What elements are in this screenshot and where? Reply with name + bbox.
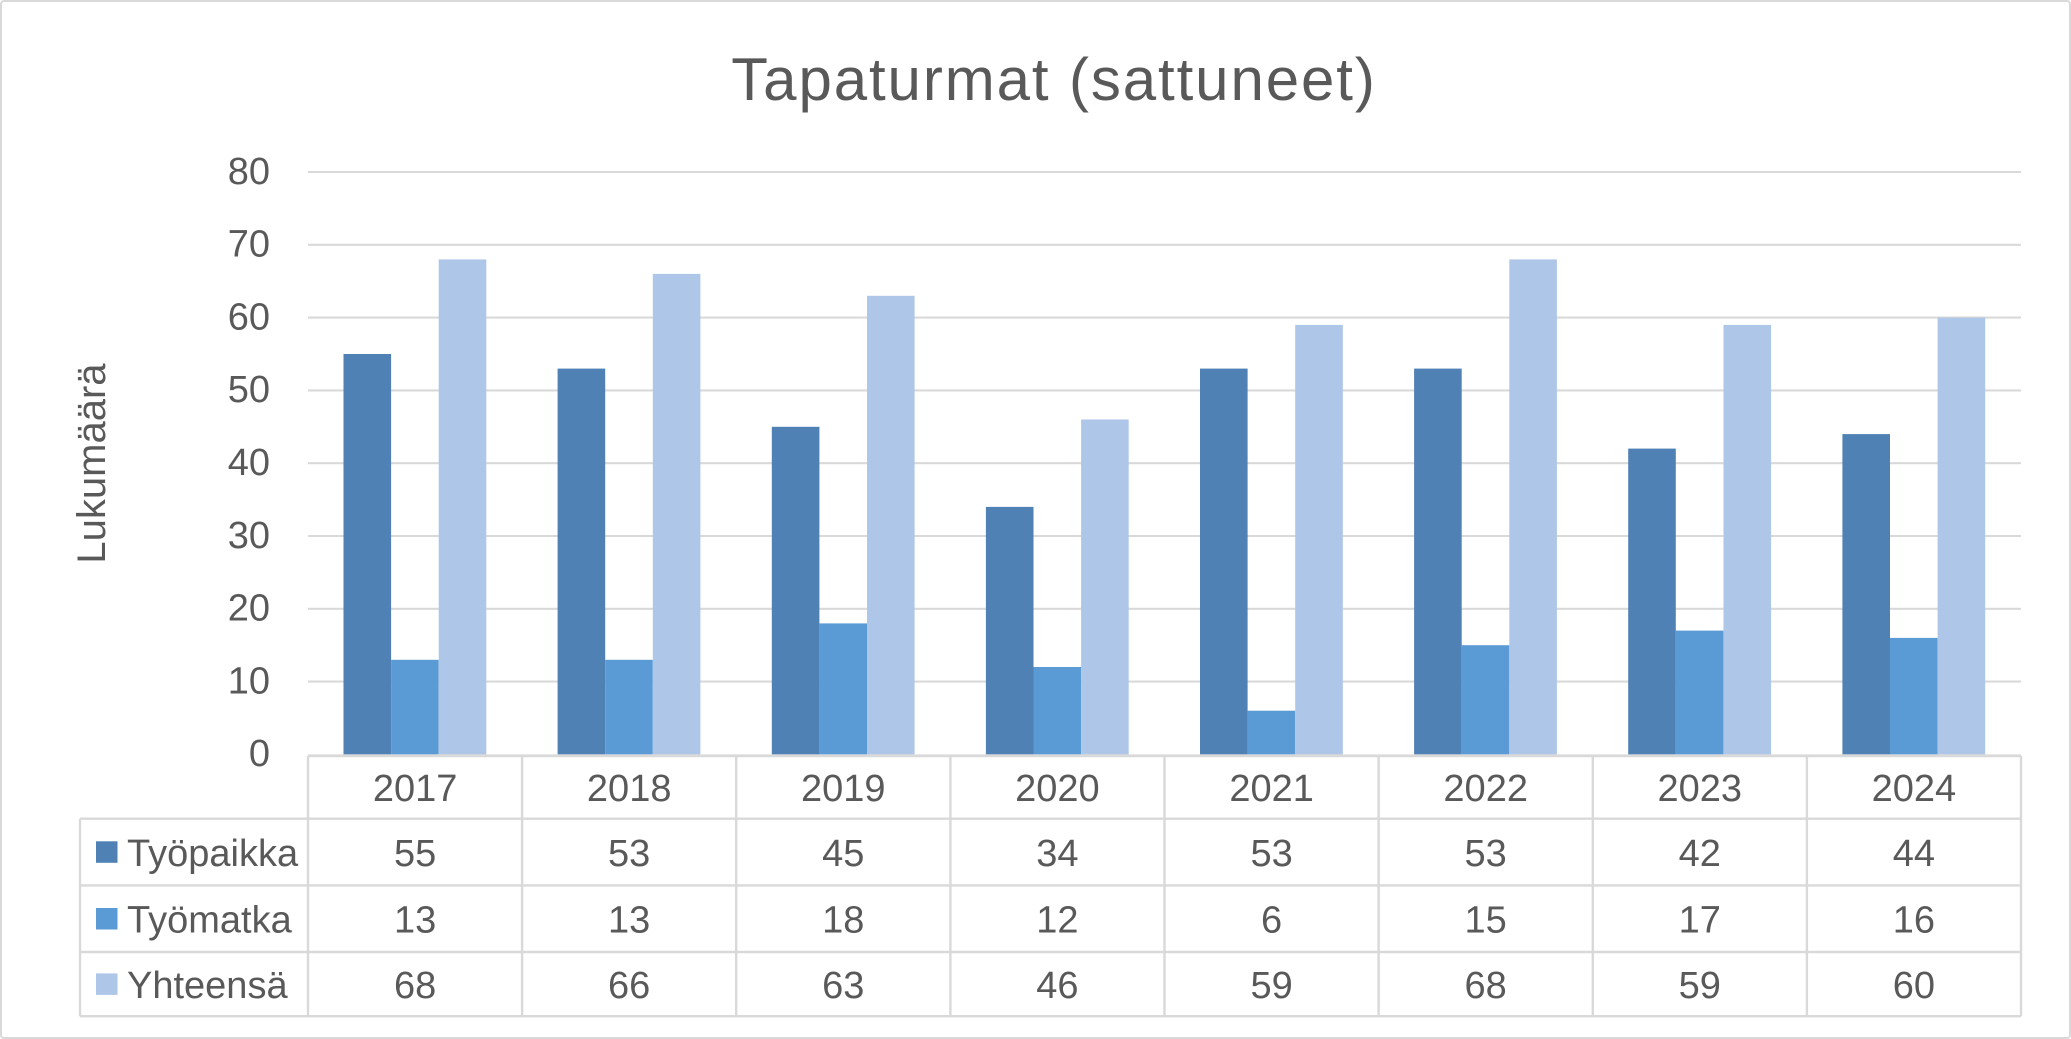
svg-text:2019: 2019: [801, 768, 886, 810]
svg-text:59: 59: [1250, 965, 1292, 1007]
svg-text:45: 45: [822, 833, 864, 875]
svg-text:46: 46: [1036, 965, 1078, 1007]
svg-text:17: 17: [1679, 900, 1721, 942]
svg-text:2022: 2022: [1443, 768, 1528, 810]
svg-text:53: 53: [608, 833, 650, 875]
svg-text:80: 80: [228, 151, 270, 193]
svg-text:60: 60: [228, 296, 270, 338]
svg-text:18: 18: [822, 900, 864, 942]
svg-text:13: 13: [608, 900, 650, 942]
svg-text:68: 68: [394, 965, 436, 1007]
svg-text:53: 53: [1250, 833, 1292, 875]
svg-text:66: 66: [608, 965, 650, 1007]
svg-text:40: 40: [228, 442, 270, 484]
svg-text:59: 59: [1679, 965, 1721, 1007]
svg-text:Työmatka: Työmatka: [127, 900, 293, 942]
svg-text:Tapaturmat (sattuneet): Tapaturmat (sattuneet): [731, 46, 1376, 113]
svg-text:53: 53: [1465, 833, 1507, 875]
svg-text:50: 50: [228, 369, 270, 411]
svg-text:2017: 2017: [373, 768, 458, 810]
svg-text:60: 60: [1893, 965, 1935, 1007]
svg-text:10: 10: [228, 660, 270, 702]
svg-text:68: 68: [1465, 965, 1507, 1007]
svg-text:15: 15: [1465, 900, 1507, 942]
svg-text:2023: 2023: [1658, 768, 1743, 810]
svg-text:Yhteensä: Yhteensä: [127, 965, 288, 1007]
svg-text:2020: 2020: [1015, 768, 1100, 810]
svg-text:12: 12: [1036, 900, 1078, 942]
svg-text:55: 55: [394, 833, 436, 875]
svg-text:34: 34: [1036, 833, 1078, 875]
svg-text:0: 0: [249, 733, 270, 775]
svg-text:30: 30: [228, 515, 270, 557]
svg-text:20: 20: [228, 588, 270, 630]
svg-text:2021: 2021: [1229, 768, 1314, 810]
svg-text:6: 6: [1261, 900, 1282, 942]
svg-text:70: 70: [228, 224, 270, 266]
svg-text:13: 13: [394, 900, 436, 942]
svg-text:Lukumäärä: Lukumäärä: [70, 363, 114, 564]
svg-text:42: 42: [1679, 833, 1721, 875]
svg-text:2024: 2024: [1872, 768, 1957, 810]
svg-text:63: 63: [822, 965, 864, 1007]
svg-text:2018: 2018: [587, 768, 672, 810]
svg-text:Työpaikka: Työpaikka: [127, 833, 299, 875]
svg-text:16: 16: [1893, 900, 1935, 942]
svg-text:44: 44: [1893, 833, 1935, 875]
